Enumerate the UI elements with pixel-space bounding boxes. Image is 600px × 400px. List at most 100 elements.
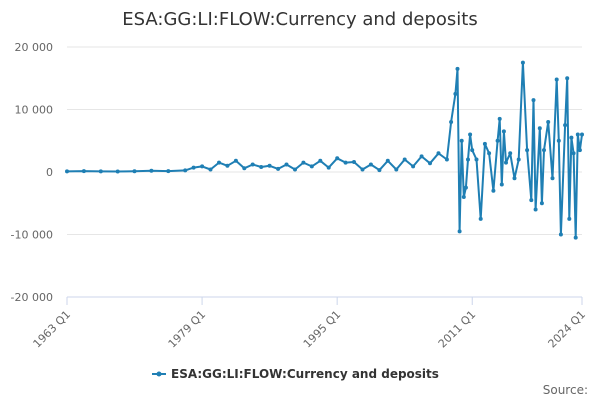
data-point[interactable] (166, 169, 171, 174)
data-point[interactable] (242, 166, 247, 171)
data-point[interactable] (463, 185, 468, 190)
data-point[interactable] (200, 164, 205, 169)
data-point[interactable] (149, 168, 154, 173)
data-point[interactable] (575, 132, 580, 137)
y-axis-ticks: 20 000 10 000 0 -10 000 -20 000 (11, 41, 53, 304)
data-point[interactable] (542, 148, 546, 153)
data-point[interactable] (250, 162, 255, 167)
data-point[interactable] (115, 169, 120, 174)
data-point[interactable] (360, 167, 365, 172)
x-tick-label: 2011 Q1 (436, 308, 479, 351)
data-point[interactable] (419, 154, 424, 159)
data-point[interactable] (550, 176, 555, 181)
data-point[interactable] (318, 158, 323, 163)
data-point[interactable] (309, 164, 314, 169)
data-point[interactable] (259, 165, 264, 169)
data-point[interactable] (301, 160, 306, 165)
data-point[interactable] (335, 156, 340, 161)
data-point[interactable] (385, 158, 390, 163)
data-point[interactable] (470, 148, 475, 153)
data-point[interactable] (577, 148, 582, 153)
data-point[interactable] (343, 160, 348, 165)
data-point[interactable] (208, 167, 213, 172)
data-point[interactable] (499, 182, 504, 187)
data-point[interactable] (554, 77, 559, 82)
data-point[interactable] (567, 216, 572, 221)
data-point[interactable] (537, 126, 542, 131)
data-point[interactable] (525, 148, 530, 153)
data-point[interactable] (191, 165, 196, 170)
data-point[interactable] (474, 157, 479, 162)
data-point[interactable] (529, 198, 534, 203)
x-axis-ticks: 1963 Q1 1979 Q1 1995 Q1 2011 Q1 2024 Q1 (31, 297, 589, 351)
data-point[interactable] (478, 216, 483, 221)
y-tick-label: 10 000 (15, 104, 54, 117)
x-tick-label: 1995 Q1 (301, 308, 344, 351)
data-point[interactable] (444, 157, 449, 162)
data-point[interactable] (565, 76, 570, 81)
series-group (65, 60, 584, 240)
y-tick-label: -10 000 (11, 229, 53, 242)
data-point[interactable] (428, 161, 432, 166)
data-point[interactable] (508, 151, 513, 156)
data-point[interactable] (132, 169, 137, 174)
data-point[interactable] (81, 169, 86, 174)
data-point[interactable] (546, 120, 551, 124)
data-point[interactable] (461, 195, 466, 199)
data-point[interactable] (377, 168, 382, 173)
source-label[interactable]: Source: (543, 383, 588, 397)
data-point[interactable] (563, 123, 568, 128)
data-point[interactable] (516, 157, 521, 162)
data-point[interactable] (466, 157, 470, 162)
x-tick-label: 1963 Q1 (31, 308, 74, 351)
data-point[interactable] (571, 151, 576, 156)
data-point[interactable] (436, 151, 441, 156)
data-point[interactable] (402, 157, 407, 162)
data-point[interactable] (468, 132, 473, 137)
chart-title: ESA:GG:LI:FLOW:Currency and deposits (122, 9, 477, 30)
data-point[interactable] (533, 207, 538, 212)
y-tick-label: -20 000 (11, 291, 53, 304)
data-point[interactable] (284, 162, 289, 167)
series-line[interactable] (66, 61, 583, 239)
data-point[interactable] (183, 168, 188, 173)
data-point[interactable] (225, 163, 230, 168)
legend-marker-icon (156, 371, 162, 377)
data-point[interactable] (293, 167, 297, 172)
data-point[interactable] (457, 229, 462, 234)
data-point[interactable] (504, 160, 508, 165)
data-point[interactable] (98, 169, 103, 174)
data-point[interactable] (531, 98, 536, 103)
data-point[interactable] (65, 169, 69, 174)
data-point[interactable] (276, 166, 281, 171)
data-point[interactable] (455, 66, 460, 71)
data-point[interactable] (520, 60, 525, 65)
data-point[interactable] (394, 167, 399, 172)
data-point[interactable] (233, 158, 238, 163)
data-point[interactable] (352, 160, 356, 164)
data-point[interactable] (539, 201, 544, 206)
data-point[interactable] (558, 232, 563, 237)
data-point[interactable] (497, 116, 502, 121)
data-point[interactable] (453, 91, 458, 96)
data-point[interactable] (449, 120, 454, 124)
data-point[interactable] (326, 165, 331, 170)
data-point[interactable] (580, 132, 584, 137)
x-tick-label: 2024 Q1 (546, 308, 589, 351)
data-point[interactable] (495, 138, 500, 143)
data-point[interactable] (556, 138, 561, 143)
data-point[interactable] (487, 151, 492, 156)
data-point[interactable] (217, 160, 221, 165)
data-point[interactable] (267, 163, 272, 168)
legend[interactable]: ESA:GG:LI:FLOW:Currency and deposits (152, 367, 439, 381)
data-point[interactable] (512, 176, 517, 181)
data-point[interactable] (368, 162, 373, 167)
data-point[interactable] (501, 129, 506, 134)
data-point[interactable] (491, 188, 496, 193)
data-point[interactable] (411, 164, 416, 169)
data-point[interactable] (459, 138, 464, 143)
data-point[interactable] (569, 135, 574, 140)
data-point[interactable] (482, 141, 487, 146)
data-point[interactable] (573, 235, 578, 240)
